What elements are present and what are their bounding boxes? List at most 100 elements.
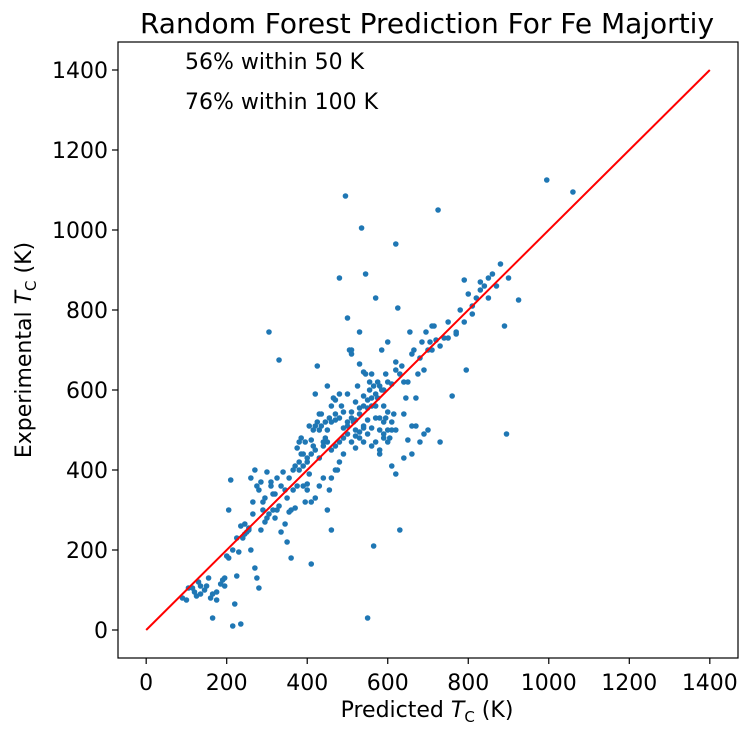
data-point [380, 403, 387, 409]
data-point [409, 451, 415, 457]
data-point [268, 479, 274, 485]
annotation-within-50k: 56% within 50 K [185, 50, 365, 75]
data-points [179, 177, 576, 629]
data-point [384, 427, 391, 433]
data-point [352, 399, 359, 405]
data-point [300, 483, 306, 489]
data-point [256, 585, 262, 591]
data-point [481, 283, 488, 289]
data-point [252, 565, 258, 571]
data-point [453, 331, 459, 337]
data-point [328, 527, 335, 533]
data-point [401, 455, 407, 461]
y-axis-label-subscript: C [22, 280, 40, 290]
data-point [390, 411, 397, 417]
data-point [427, 339, 433, 345]
data-point [360, 369, 367, 375]
data-point [284, 495, 290, 501]
data-point [388, 463, 395, 469]
data-point [388, 427, 395, 433]
data-point [388, 419, 395, 425]
data-point [360, 425, 367, 431]
data-point [235, 549, 242, 555]
data-point [258, 527, 264, 533]
data-point [368, 443, 375, 449]
data-point [503, 431, 510, 437]
data-point [328, 403, 335, 409]
data-point [278, 529, 284, 535]
data-point [501, 323, 508, 329]
data-point [352, 445, 359, 451]
data-point [423, 329, 429, 335]
data-point [342, 193, 349, 199]
data-point [497, 261, 504, 267]
data-point [445, 319, 451, 325]
data-point [298, 451, 304, 457]
data-point [280, 469, 286, 475]
x-tick-label: 1200 [601, 671, 657, 696]
data-point [403, 395, 409, 401]
data-point [352, 433, 359, 439]
data-point [431, 323, 437, 329]
data-point [217, 581, 224, 587]
data-point [405, 437, 411, 443]
data-point [314, 363, 321, 369]
data-point [308, 561, 315, 567]
data-point [392, 427, 399, 433]
data-point [288, 555, 294, 561]
y-tick-label: 1000 [52, 219, 108, 244]
data-point [300, 463, 306, 469]
data-point [348, 351, 355, 357]
data-point [417, 439, 423, 445]
data-point [276, 503, 282, 509]
data-point [286, 475, 292, 481]
data-point [248, 475, 254, 481]
data-point [336, 459, 343, 465]
data-point [376, 451, 383, 457]
data-point [477, 287, 484, 293]
data-point [272, 491, 278, 497]
data-point [445, 335, 451, 341]
data-point [304, 455, 311, 461]
data-point [358, 225, 365, 231]
data-point [308, 499, 315, 505]
x-tick-label: 400 [286, 671, 328, 696]
data-point [392, 359, 399, 365]
x-axis: 0 200 400 600 800 1000 1200 1400 [139, 658, 738, 696]
data-point [322, 419, 329, 425]
data-point [312, 447, 319, 453]
data-point [320, 443, 327, 449]
data-point [380, 435, 387, 441]
data-point [302, 499, 309, 505]
data-point [221, 575, 228, 581]
data-point [477, 279, 484, 285]
data-point [376, 415, 383, 421]
data-point [397, 527, 403, 533]
data-point [364, 615, 371, 621]
data-point [225, 507, 232, 513]
data-point [324, 439, 331, 445]
data-point [407, 329, 413, 335]
data-point [229, 547, 236, 553]
data-point [193, 593, 200, 599]
data-point [340, 409, 347, 415]
data-point [340, 451, 347, 457]
data-point [413, 395, 419, 401]
data-point [401, 379, 407, 385]
data-point [292, 505, 298, 511]
data-point [296, 467, 302, 473]
data-point [290, 487, 296, 493]
data-point [392, 241, 399, 247]
y-tick-label: 400 [66, 459, 108, 484]
data-point [461, 319, 468, 325]
data-point [294, 445, 300, 451]
data-point [425, 427, 431, 433]
data-point [376, 447, 383, 453]
data-point [197, 583, 204, 589]
data-point [372, 415, 379, 421]
data-point [326, 487, 333, 493]
x-axis-label-prefix: Predicted [341, 698, 451, 723]
data-point [296, 439, 302, 445]
data-point [209, 615, 216, 621]
data-point [250, 499, 256, 505]
